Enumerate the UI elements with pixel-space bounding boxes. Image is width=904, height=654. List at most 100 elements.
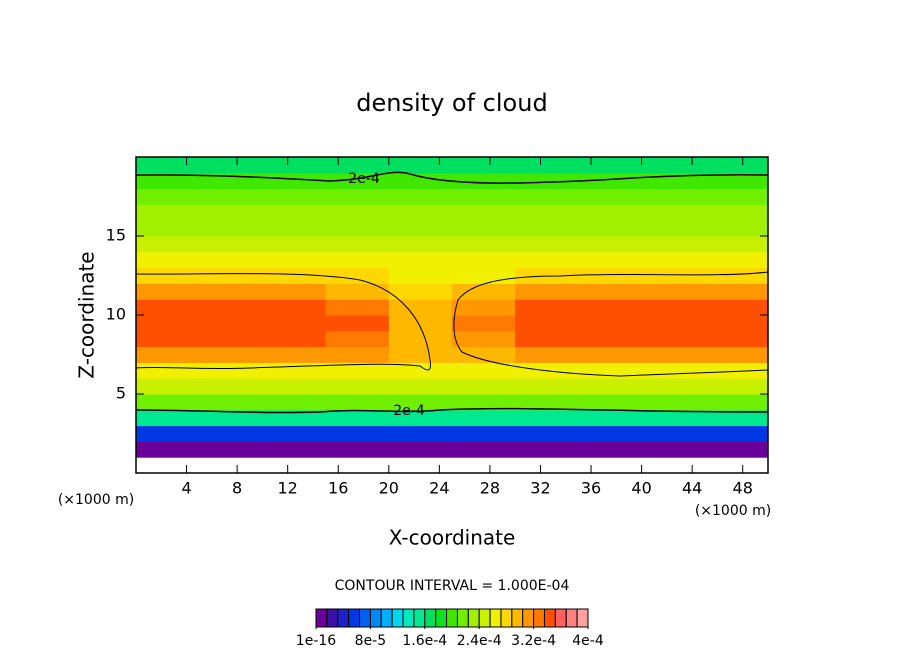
field-cell (136, 315, 200, 332)
field-cell (325, 251, 390, 269)
x-tick-label: 44 (682, 479, 702, 498)
field-cell (199, 330, 263, 348)
field-cell (325, 330, 390, 348)
field-cell (262, 378, 327, 395)
field-cell (452, 251, 516, 269)
field-cell (515, 236, 579, 253)
contour-line (135, 273, 431, 371)
field-cell (199, 409, 263, 427)
field-cell (515, 251, 579, 269)
field-cell (704, 394, 769, 411)
colorbar-box (348, 608, 361, 628)
field-cell (452, 172, 516, 190)
field-cell (325, 409, 390, 427)
field-cell (388, 409, 453, 427)
colorbar-box (424, 608, 437, 628)
y-unit: (×1000 m) (58, 492, 134, 508)
field-cell (325, 425, 390, 442)
field-cell (388, 299, 453, 316)
field-cell (578, 346, 643, 363)
field-cell (515, 425, 579, 442)
field-cell (262, 204, 327, 221)
field-cell (388, 236, 453, 253)
field-cell (199, 346, 263, 363)
field-cell (325, 457, 390, 474)
field-cell (578, 457, 643, 474)
field-cell (641, 157, 706, 174)
colorbar-box (446, 608, 458, 628)
field-cell (704, 220, 769, 237)
field-cell (515, 157, 579, 174)
field-cell (452, 157, 516, 174)
colorbar-box (543, 608, 556, 628)
colorbar-box (369, 608, 382, 628)
x-tick-label: 40 (631, 479, 651, 498)
field-cell (452, 394, 516, 411)
field-cell (388, 330, 453, 348)
field-cell (704, 299, 769, 316)
colorbar-box (511, 608, 524, 628)
field-cell (641, 267, 706, 284)
field-cell (325, 299, 390, 316)
field-cell (199, 441, 263, 458)
field-cell (136, 267, 200, 284)
field-cell (515, 457, 579, 474)
colorbar-box (478, 608, 491, 628)
field-cell (515, 172, 579, 190)
field-cell (136, 299, 200, 316)
colorbar-box (359, 608, 371, 628)
colorbar-box (380, 608, 393, 628)
field-cell (515, 188, 579, 205)
field-cell (136, 172, 200, 190)
colorbar-box (565, 608, 578, 628)
x-tick-label: 4 (181, 479, 191, 498)
field-cell (262, 362, 327, 379)
field-cell (388, 346, 453, 363)
field-cell (136, 378, 200, 395)
field-cell (325, 267, 390, 284)
contour-label: 2e-4 (348, 171, 380, 187)
field-cell (704, 251, 769, 269)
field-cell (199, 267, 263, 284)
y-tick-label: 5 (116, 384, 126, 403)
field-cell (136, 409, 200, 427)
field-cell (388, 425, 453, 442)
field-cell (262, 251, 327, 269)
field-cell (704, 315, 769, 332)
field-cell (452, 236, 516, 253)
field-cell (578, 330, 643, 348)
field-cell (325, 220, 390, 237)
field-cell (199, 425, 263, 442)
field-cell (136, 394, 200, 411)
field-cell (578, 378, 643, 395)
field-cell (578, 315, 643, 332)
field-cell (641, 378, 706, 395)
field-cell (199, 204, 263, 221)
field-cell (199, 236, 263, 253)
field-cell (704, 330, 769, 348)
field-cell (199, 188, 263, 205)
field-cell (136, 346, 200, 363)
field-cell (325, 172, 390, 190)
colorbar-box (337, 608, 350, 628)
field-cell (641, 362, 706, 379)
field-cell (578, 157, 643, 174)
field-cell (704, 188, 769, 205)
x-tick-label: 32 (530, 479, 550, 498)
field-cell (262, 267, 327, 284)
colorbar-tick-label: 2.4e-4 (457, 633, 502, 649)
contour-line (453, 271, 769, 377)
field-cell (641, 283, 706, 300)
colorbar-box (467, 608, 480, 628)
field-cell (704, 362, 769, 379)
field-cell (452, 188, 516, 205)
field-cell (704, 157, 769, 174)
colorbar-box (500, 608, 513, 628)
field-cell (641, 409, 706, 427)
x-tick-label: 48 (733, 479, 753, 498)
field-cell (262, 394, 327, 411)
field-cell (388, 362, 453, 379)
field-cell (262, 315, 327, 332)
x-tick-label: 8 (232, 479, 242, 498)
